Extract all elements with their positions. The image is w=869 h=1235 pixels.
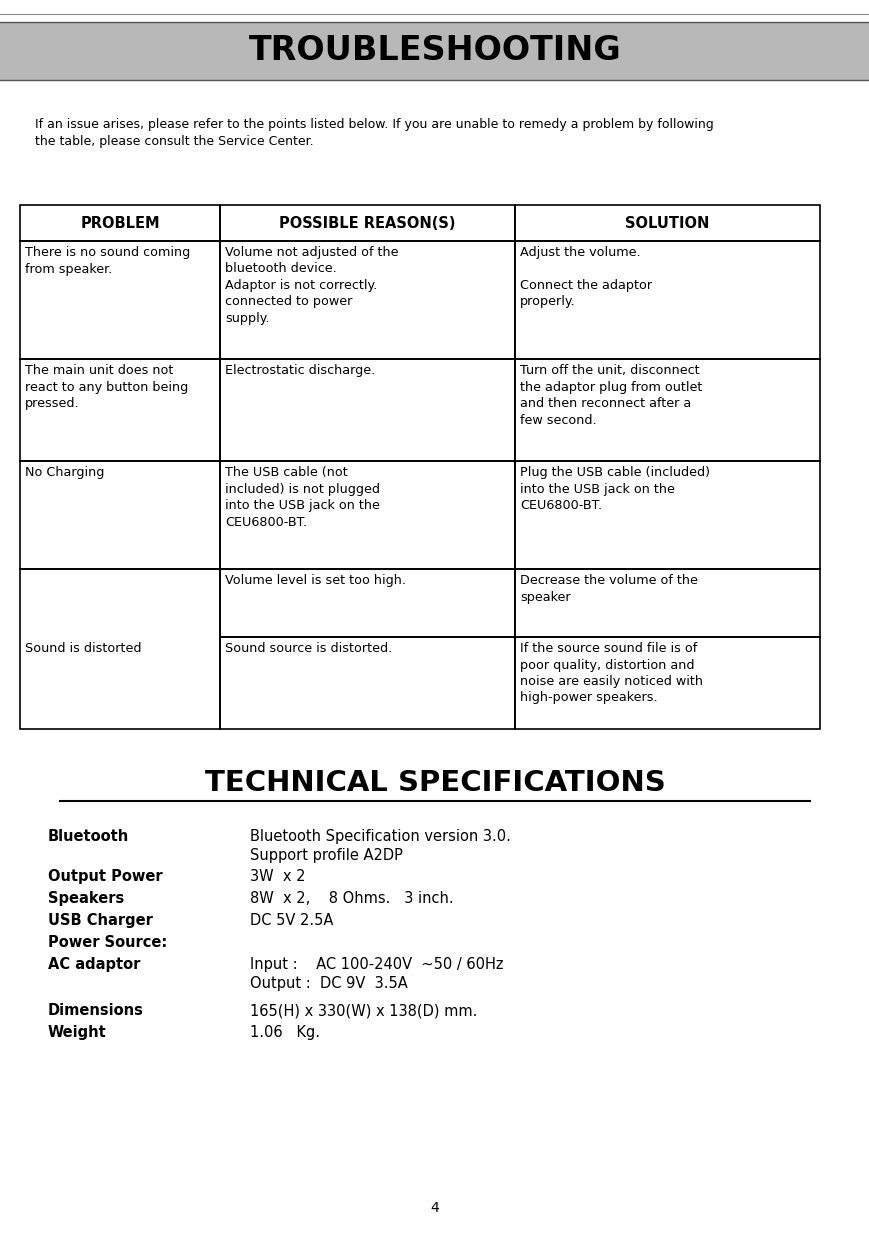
Text: SOLUTION: SOLUTION: [625, 215, 709, 231]
Text: 8W  x 2,    8 Ohms.   3 inch.: 8W x 2, 8 Ohms. 3 inch.: [249, 890, 453, 906]
Text: USB Charger: USB Charger: [48, 913, 153, 927]
Bar: [514, 241, 819, 359]
Bar: [514, 569, 819, 637]
Text: Volume level is set too high.: Volume level is set too high.: [225, 574, 406, 587]
Bar: [0, 22, 869, 80]
Text: PROBLEM: PROBLEM: [80, 215, 160, 231]
Text: AC adaptor: AC adaptor: [48, 957, 140, 972]
Text: There is no sound coming
from speaker.: There is no sound coming from speaker.: [25, 246, 190, 275]
Text: Power Source:: Power Source:: [48, 935, 167, 950]
Text: TECHNICAL SPECIFICATIONS: TECHNICAL SPECIFICATIONS: [204, 769, 665, 797]
Bar: [20, 461, 220, 569]
Text: Volume not adjusted of the
bluetooth device.
Adaptor is not correctly.
connected: Volume not adjusted of the bluetooth dev…: [225, 246, 398, 325]
Bar: [20, 205, 220, 241]
Text: Plug the USB cable (included)
into the USB jack on the
CEU6800-BT.: Plug the USB cable (included) into the U…: [520, 466, 709, 513]
Text: Adjust the volume.

Connect the adaptor
properly.: Adjust the volume. Connect the adaptor p…: [520, 246, 652, 309]
Bar: [514, 359, 819, 461]
Text: Dimensions: Dimensions: [48, 1003, 143, 1018]
Text: If the source sound file is of
poor quality, distortion and
noise are easily not: If the source sound file is of poor qual…: [520, 642, 702, 704]
Text: 4: 4: [430, 1200, 439, 1215]
Text: Sound is distorted: Sound is distorted: [25, 642, 142, 656]
Bar: [20, 241, 220, 359]
Text: Speakers: Speakers: [48, 890, 124, 906]
Text: The main unit does not
react to any button being
pressed.: The main unit does not react to any butt…: [25, 364, 188, 410]
Bar: [220, 637, 514, 729]
Text: Sound source is distorted.: Sound source is distorted.: [225, 642, 392, 655]
Text: Turn off the unit, disconnect
the adaptor plug from outlet
and then reconnect af: Turn off the unit, disconnect the adapto…: [520, 364, 701, 426]
Text: Bluetooth Specification version 3.0.
Support profile A2DP: Bluetooth Specification version 3.0. Sup…: [249, 829, 510, 862]
Text: Weight: Weight: [48, 1025, 107, 1040]
Text: 1.06   Kg.: 1.06 Kg.: [249, 1025, 320, 1040]
Text: TROUBLESHOOTING: TROUBLESHOOTING: [249, 35, 620, 68]
Bar: [514, 205, 819, 241]
Bar: [220, 569, 514, 637]
Bar: [220, 359, 514, 461]
Text: Decrease the volume of the
speaker: Decrease the volume of the speaker: [520, 574, 697, 604]
Bar: [220, 241, 514, 359]
Text: Electrostatic discharge.: Electrostatic discharge.: [225, 364, 375, 377]
Text: DC 5V 2.5A: DC 5V 2.5A: [249, 913, 333, 927]
Text: Input :    AC 100-240V  ~50 / 60Hz
Output :  DC 9V  3.5A: Input : AC 100-240V ~50 / 60Hz Output : …: [249, 957, 503, 990]
Text: If an issue arises, please refer to the points listed below. If you are unable t: If an issue arises, please refer to the …: [35, 119, 713, 148]
Bar: [514, 637, 819, 729]
Text: Output Power: Output Power: [48, 869, 163, 884]
Text: The USB cable (not
included) is not plugged
into the USB jack on the
CEU6800-BT.: The USB cable (not included) is not plug…: [225, 466, 380, 529]
Bar: [220, 461, 514, 569]
Text: No Charging: No Charging: [25, 466, 104, 479]
Bar: [20, 359, 220, 461]
Text: 165(H) x 330(W) x 138(D) mm.: 165(H) x 330(W) x 138(D) mm.: [249, 1003, 477, 1018]
Text: POSSIBLE REASON(S): POSSIBLE REASON(S): [279, 215, 455, 231]
Bar: [220, 205, 514, 241]
Text: Bluetooth: Bluetooth: [48, 829, 129, 844]
Bar: [20, 569, 220, 729]
Text: 3W  x 2: 3W x 2: [249, 869, 305, 884]
Bar: [514, 461, 819, 569]
